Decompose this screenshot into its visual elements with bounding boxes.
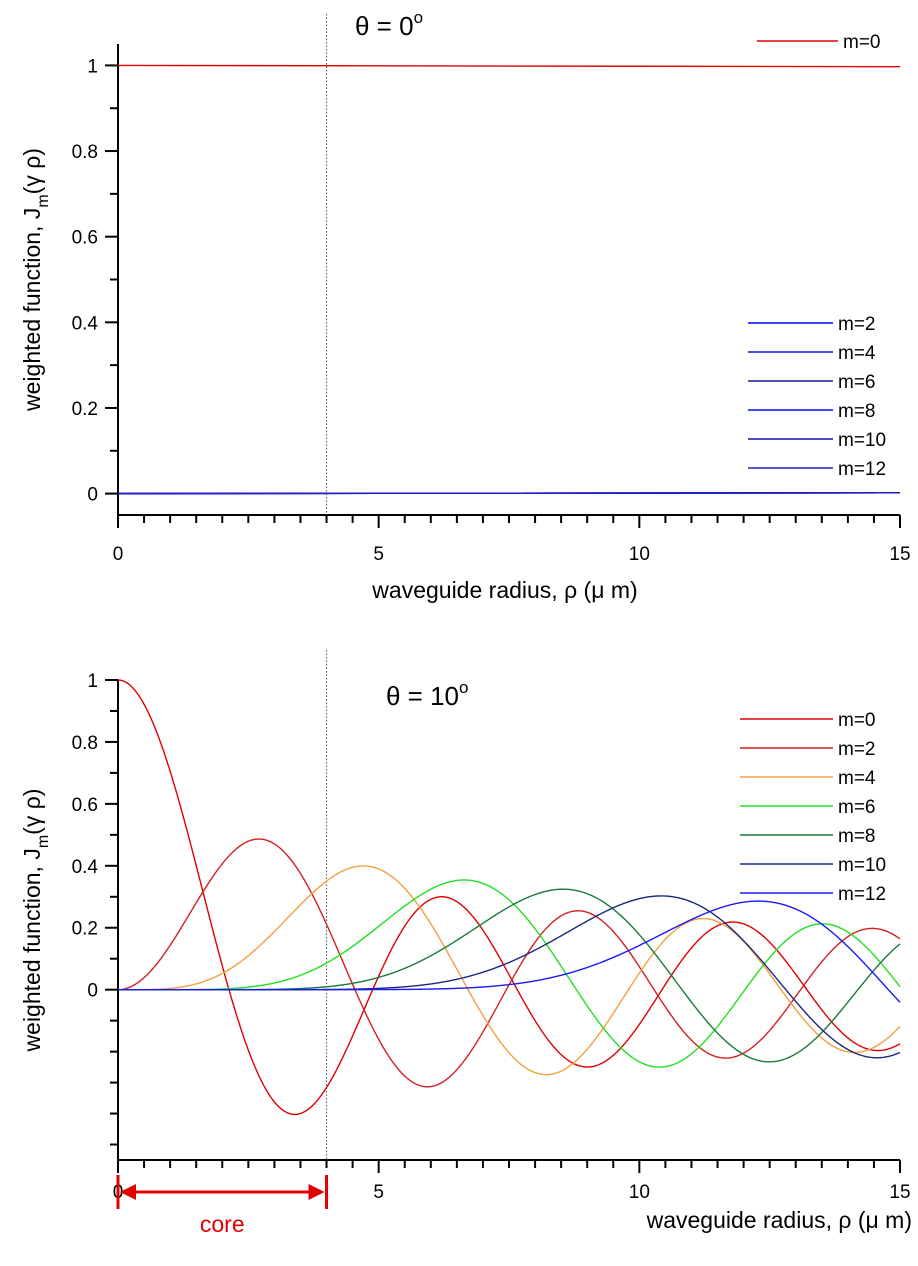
core-arrowhead-left <box>120 1184 136 1200</box>
legend-label: m=10 <box>838 855 886 876</box>
y-tick-label: 0.6 <box>72 228 98 249</box>
legend-label: m=4 <box>838 768 876 789</box>
y-axis-label-sub: m <box>35 194 52 207</box>
legend-label: m=6 <box>838 372 876 393</box>
x-tick-label: 10 <box>629 544 650 565</box>
chart-title-sup: o <box>414 8 423 27</box>
y-tick-label: 0.2 <box>72 399 98 420</box>
legend-label: m=6 <box>838 797 876 818</box>
y-tick-label: 0.2 <box>72 919 98 940</box>
series-line-m=6 <box>118 879 901 1068</box>
y-axis-label-end: (γ ρ) <box>19 789 45 835</box>
series-line-m=12 <box>118 492 901 495</box>
series-line-m=12 <box>118 900 901 1003</box>
core-label: core <box>200 1211 245 1237</box>
legend-label: m=8 <box>838 826 876 847</box>
x-tick-label: 0 <box>113 544 124 565</box>
x-tick-label: 10 <box>629 1182 650 1203</box>
y-tick-label: 0 <box>87 981 98 1002</box>
x-axis-label: waveguide radius, ρ (μ m) <box>646 1207 912 1233</box>
x-axis-label: waveguide radius, ρ (μ m) <box>371 577 637 603</box>
chart-title-sup: o <box>459 678 468 697</box>
legend-label: m=0 <box>838 710 876 731</box>
y-tick-label: 0.6 <box>72 795 98 816</box>
y-tick-label: 1 <box>87 671 98 692</box>
y-axis-label-main: weighted function, J <box>19 208 45 412</box>
chart-title: θ = 10o <box>386 678 468 711</box>
series-line-m=4 <box>118 865 901 1076</box>
chart-title: θ = 0o <box>355 8 423 41</box>
legend-label: m=4 <box>838 343 876 364</box>
y-axis-label: weighted function, Jm(γ ρ) <box>19 789 52 1053</box>
legend-label: m=12 <box>838 459 886 480</box>
chart-1: 0 5 10 15 0 0.2 0.4 0.6 0.8 1 θ = 0o waveguide radi… <box>19 8 911 603</box>
y-tick-label: 0.4 <box>72 857 99 878</box>
y-tick-label: 0.8 <box>72 733 98 754</box>
series-line-m=0 <box>118 679 901 1116</box>
y-axis-label-end: (γ ρ) <box>19 148 45 194</box>
chart-title-base: θ = 10 <box>386 681 459 711</box>
y-axis-label: weighted function, Jm(γ ρ) <box>19 148 52 412</box>
x-tick-label: 15 <box>889 1182 910 1203</box>
series-line-m=0 <box>118 64 901 68</box>
y-axis-label-main: weighted function, J <box>19 848 45 1052</box>
y-axis-label-sub: m <box>35 835 52 848</box>
legend-label: m=2 <box>838 314 876 335</box>
legend-label: m=12 <box>838 884 886 905</box>
series-line-m=10 <box>118 895 901 1059</box>
chart-title-base: θ = 0 <box>355 11 414 41</box>
x-tick-label: 5 <box>373 544 384 565</box>
legend-label: m=8 <box>838 401 876 422</box>
core-arrowhead-right <box>308 1184 325 1200</box>
y-tick-label: 1 <box>87 56 98 77</box>
y-tick-label: 0 <box>87 485 98 506</box>
y-tick-label: 0.8 <box>72 142 98 163</box>
x-tick-label: 5 <box>373 1182 384 1203</box>
x-tick-label: 15 <box>889 544 910 565</box>
legend-label: m=2 <box>838 739 876 760</box>
legend-label: m=10 <box>838 430 886 451</box>
y-tick-label: 0.4 <box>72 313 99 334</box>
legend-label: m=0 <box>843 32 881 53</box>
